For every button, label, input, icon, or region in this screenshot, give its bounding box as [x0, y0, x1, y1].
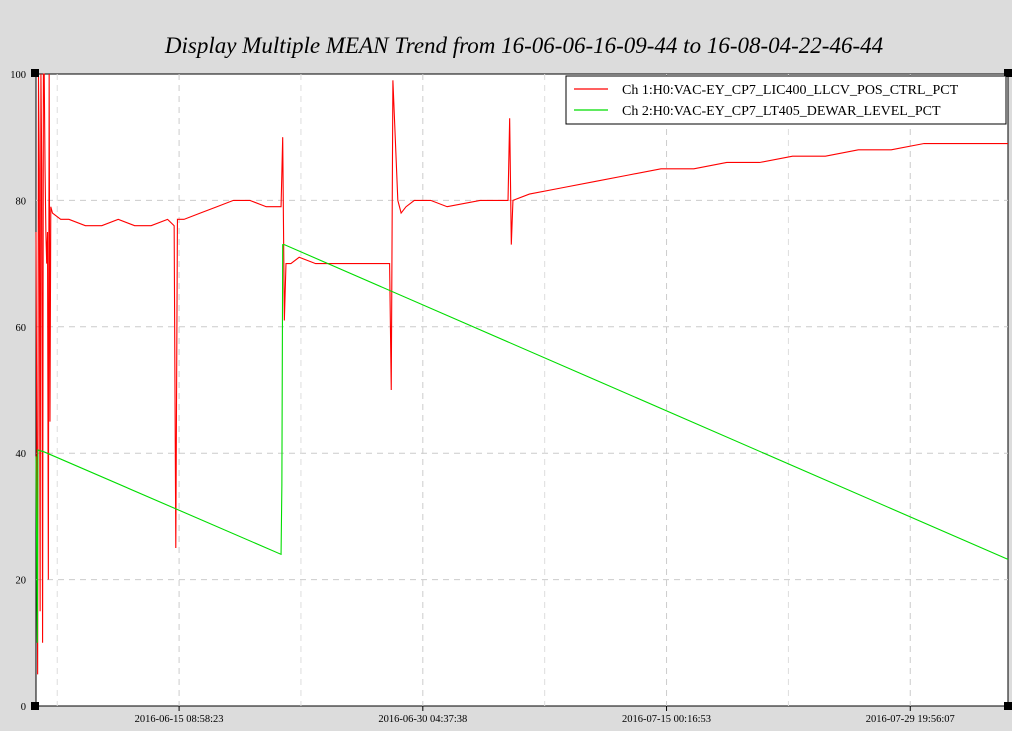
corner-handle-top-left[interactable] [31, 69, 39, 77]
y-tick-label: 100 [10, 70, 26, 81]
legend-box [565, 75, 1007, 125]
x-tick-label: 2016-06-15 08:58:23 [135, 714, 224, 725]
chart-title: Display Multiple MEAN Trend from 16-06-0… [164, 33, 883, 58]
legend-label-ch2: Ch 2:H0:VAC-EY_CP7_LT405_DEWAR_LEVEL_PCT [622, 104, 941, 119]
corner-handles[interactable] [31, 69, 1012, 710]
y-tick-label: 80 [16, 196, 27, 207]
legend: Ch 1:H0:VAC-EY_CP7_LIC400_LLCV_POS_CTRL_… [565, 75, 1007, 125]
legend-label-ch1: Ch 1:H0:VAC-EY_CP7_LIC400_LLCV_POS_CTRL_… [622, 83, 959, 98]
x-tick-label: 2016-07-29 19:56:07 [866, 714, 955, 725]
plot-area [35, 73, 1009, 707]
corner-handle-bottom-right[interactable] [1004, 702, 1012, 710]
corner-handle-bottom-left[interactable] [31, 702, 39, 710]
y-tick-label: 40 [16, 449, 27, 460]
y-axis: 0 20 40 60 80 100 [10, 70, 26, 713]
y-tick-label: 60 [16, 323, 27, 334]
series-line-ch1 [35, 73, 1008, 675]
y-tick-label: 0 [21, 702, 26, 713]
grid-lines [36, 74, 1008, 706]
x-tick-label: 2016-07-15 00:16:53 [622, 714, 711, 725]
x-axis: 2016-06-15 08:58:23 2016-06-30 04:37:38 20… [135, 706, 955, 725]
y-tick-label: 20 [16, 576, 27, 587]
series-line-ch2 [35, 244, 1009, 643]
series-layer [35, 73, 1009, 675]
x-tick-label: 2016-06-30 04:37:38 [378, 714, 467, 725]
corner-handle-top-right[interactable] [1004, 69, 1012, 77]
